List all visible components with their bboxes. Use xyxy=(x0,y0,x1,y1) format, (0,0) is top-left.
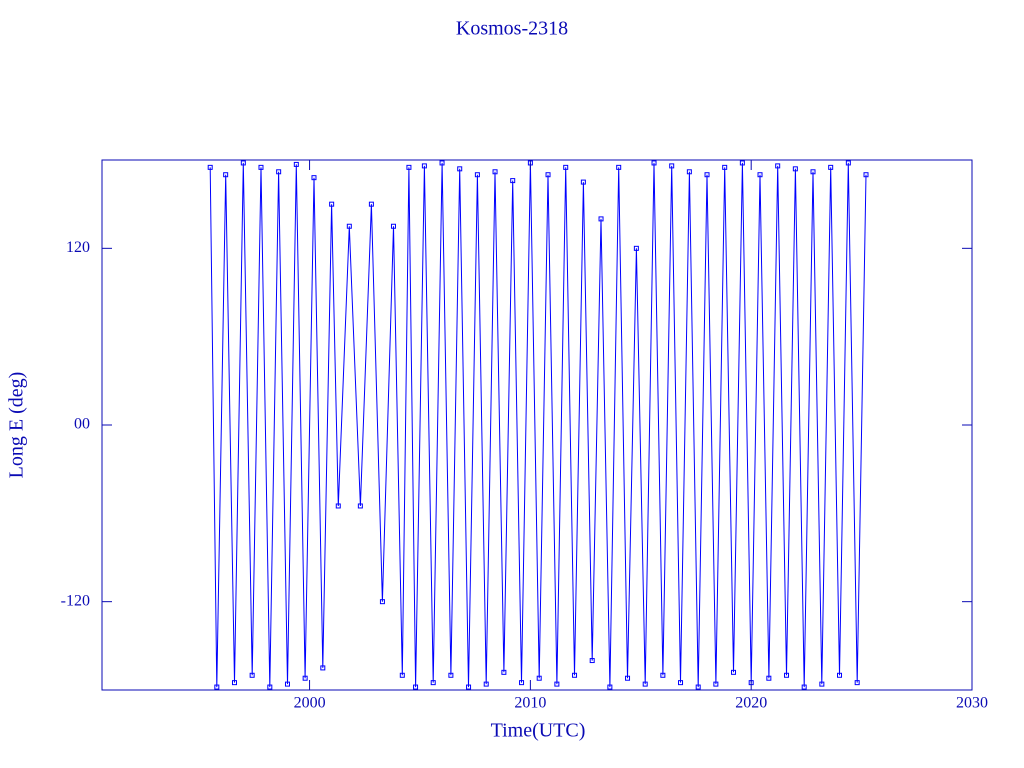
x-tick-label: 2000 xyxy=(294,695,326,712)
data-point xyxy=(276,169,282,175)
data-point xyxy=(399,672,405,678)
data-point xyxy=(421,163,427,169)
data-point xyxy=(854,680,860,686)
data-point xyxy=(563,164,569,170)
data-point xyxy=(335,503,341,509)
data-point xyxy=(713,681,719,687)
data-point xyxy=(819,681,825,687)
data-point xyxy=(589,658,595,664)
data-point xyxy=(554,681,560,687)
x-tick-label: 2020 xyxy=(735,695,767,712)
data-point xyxy=(492,169,498,175)
data-point xyxy=(845,160,851,166)
data-point xyxy=(519,680,525,686)
data-point xyxy=(572,672,578,678)
data-point xyxy=(775,163,781,169)
data-point xyxy=(598,216,604,222)
y-tick-label: 00 xyxy=(74,416,90,433)
data-point xyxy=(413,684,419,690)
data-point xyxy=(329,201,335,207)
data-point xyxy=(311,175,317,181)
data-point xyxy=(379,599,385,605)
data-point xyxy=(258,164,264,170)
data-point xyxy=(766,675,772,681)
data-point xyxy=(810,169,816,175)
data-point xyxy=(457,166,463,172)
data-point xyxy=(616,164,622,170)
data-point xyxy=(625,675,631,681)
data-point xyxy=(651,160,657,166)
plot-frame xyxy=(101,159,973,691)
data-point xyxy=(284,681,290,687)
data-point xyxy=(346,223,352,229)
data-point xyxy=(678,680,684,686)
data-point xyxy=(607,684,613,690)
data-point xyxy=(704,172,710,178)
x-tick-label: 2030 xyxy=(956,695,988,712)
data-point xyxy=(801,684,807,690)
data-point xyxy=(633,245,639,251)
data-point xyxy=(784,672,790,678)
data-point xyxy=(390,223,396,229)
data-point xyxy=(545,172,551,178)
data-point xyxy=(501,669,507,675)
data-point xyxy=(214,684,220,690)
data-point xyxy=(474,172,480,178)
data-point xyxy=(368,201,374,207)
y-tick-label: 120 xyxy=(66,239,90,256)
data-point xyxy=(731,669,737,675)
data-point xyxy=(536,675,542,681)
data-point xyxy=(249,672,255,678)
data-point xyxy=(757,172,763,178)
data-point xyxy=(669,163,675,169)
data-point xyxy=(302,675,308,681)
data-point xyxy=(231,680,237,686)
data-point xyxy=(722,164,728,170)
x-tick-label: 2010 xyxy=(514,695,546,712)
data-point xyxy=(828,164,834,170)
data-point xyxy=(580,179,586,185)
data-point xyxy=(223,172,229,178)
y-tick-label: -120 xyxy=(61,592,90,609)
data-point xyxy=(293,161,299,167)
data-point xyxy=(267,684,273,690)
data-point xyxy=(695,684,701,690)
data-point xyxy=(863,172,869,178)
data-point xyxy=(320,665,326,671)
data-point xyxy=(660,672,666,678)
data-point xyxy=(483,681,489,687)
data-point xyxy=(357,503,363,509)
data-point xyxy=(837,672,843,678)
data-point xyxy=(686,169,692,175)
x-axis-label: Time(UTC) xyxy=(491,720,586,742)
data-line xyxy=(209,162,867,688)
data-point xyxy=(406,164,412,170)
data-point xyxy=(448,672,454,678)
data-point xyxy=(466,684,472,690)
data-point xyxy=(439,160,445,166)
data-point xyxy=(240,160,246,166)
data-point xyxy=(430,680,436,686)
data-point xyxy=(510,178,516,184)
data-point xyxy=(739,160,745,166)
data-point xyxy=(792,166,798,172)
data-point xyxy=(207,164,213,170)
chart-title: Kosmos-2318 xyxy=(456,18,568,40)
data-point xyxy=(642,681,648,687)
y-axis-label: Long E (deg) xyxy=(6,372,28,479)
